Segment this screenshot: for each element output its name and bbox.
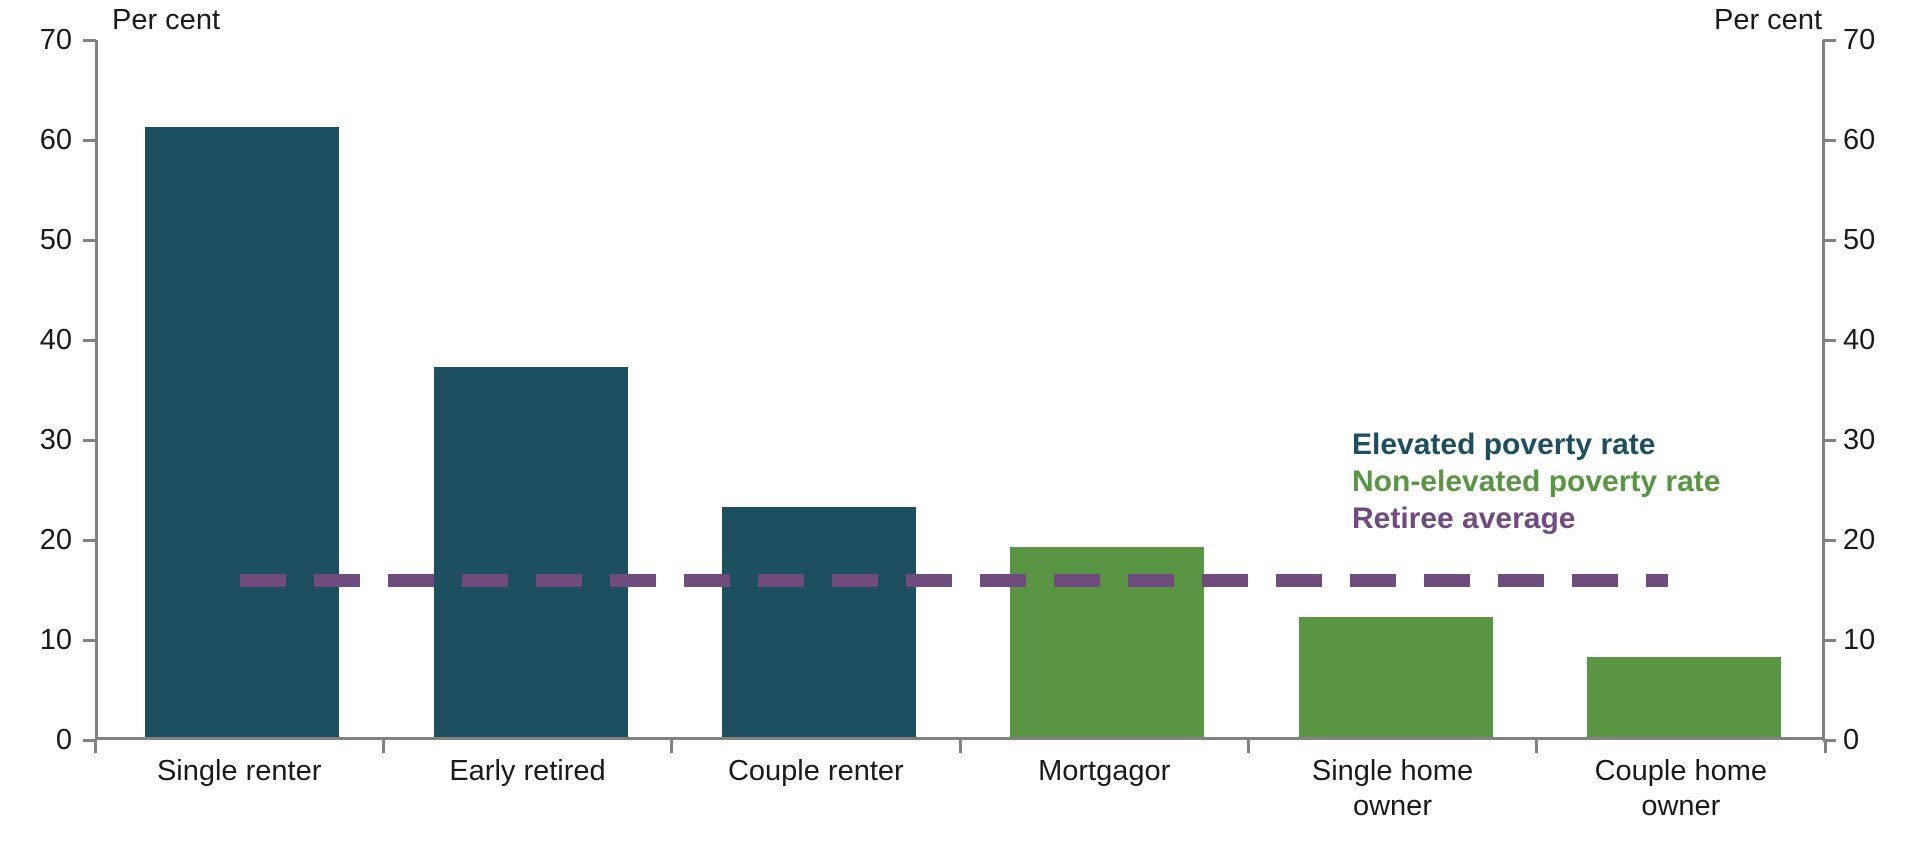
x-axis-label: Couple renter [727, 755, 904, 787]
y-tick-mark-left [83, 38, 96, 42]
x-tick-mark [1823, 740, 1827, 753]
y-tick-label-left: 10 [39, 624, 72, 656]
y-tick-label-right: 0 [1843, 724, 1860, 756]
y-tick-mark-right [1823, 38, 1836, 42]
y-axis-title-right: Per cent [1714, 4, 1822, 36]
y-tick-mark-right [1823, 538, 1836, 542]
y-tick-mark-left [83, 638, 96, 642]
y-tick-label-left: 30 [39, 424, 72, 456]
x-axis-label: Couple home owner [1594, 755, 1768, 822]
y-tick-mark-right [1823, 438, 1836, 442]
y-tick-mark-right [1823, 638, 1836, 642]
y-tick-mark-left [83, 438, 96, 442]
y-tick-label-left: 50 [39, 224, 72, 256]
y-tick-label-left: 40 [39, 324, 72, 356]
legend-item: Non-elevated poverty rate [1352, 465, 1721, 498]
y-tick-label-right: 50 [1843, 224, 1876, 256]
chart-legend: Elevated poverty rate Non-elevated povert… [1352, 426, 1720, 537]
y-tick-mark-right [1823, 138, 1836, 142]
x-axis-label: Early retired [449, 755, 606, 787]
x-tick-mark [670, 740, 674, 753]
bar-single-renter [145, 127, 340, 737]
x-axis-label: Mortgagor [1038, 755, 1171, 787]
bar-single-home-owner [1298, 617, 1493, 737]
x-tick-mark [381, 740, 385, 753]
bar-early-retired [433, 367, 628, 737]
y-axis-title-left: Per cent [112, 4, 220, 36]
y-tick-mark-right [1823, 738, 1836, 742]
x-tick-mark [1535, 740, 1539, 753]
y-tick-label-left: 0 [55, 724, 72, 756]
y-tick-label-left: 60 [39, 124, 72, 156]
y-tick-mark-left [83, 138, 96, 142]
y-tick-label-right: 10 [1843, 624, 1876, 656]
y-tick-label-right: 70 [1843, 24, 1876, 56]
y-tick-label-left: 20 [39, 524, 72, 556]
y-tick-label-right: 30 [1843, 424, 1876, 456]
y-tick-label-right: 40 [1843, 324, 1876, 356]
y-tick-mark-left [83, 238, 96, 242]
y-tick-mark-right [1823, 338, 1836, 342]
x-axis-label: Single renter [156, 755, 322, 787]
x-tick-mark [958, 740, 962, 753]
bar-couple-renter [721, 507, 916, 737]
retiree-average-line [240, 574, 1668, 587]
x-tick-mark [93, 740, 97, 753]
bar-couple-home-owner [1586, 657, 1781, 737]
y-tick-mark-right [1823, 238, 1836, 242]
y-tick-label-left: 70 [39, 24, 72, 56]
y-tick-label-right: 20 [1843, 524, 1876, 556]
plot-area [95, 40, 1825, 740]
y-tick-mark-left [83, 738, 96, 742]
y-tick-mark-left [83, 538, 96, 542]
x-tick-mark [1246, 740, 1250, 753]
y-tick-label-right: 60 [1843, 124, 1876, 156]
x-axis-label: Single home owner [1311, 755, 1474, 822]
legend-item: Elevated poverty rate [1352, 428, 1656, 461]
y-tick-mark-left [83, 338, 96, 342]
legend-item: Retiree average [1352, 502, 1576, 535]
